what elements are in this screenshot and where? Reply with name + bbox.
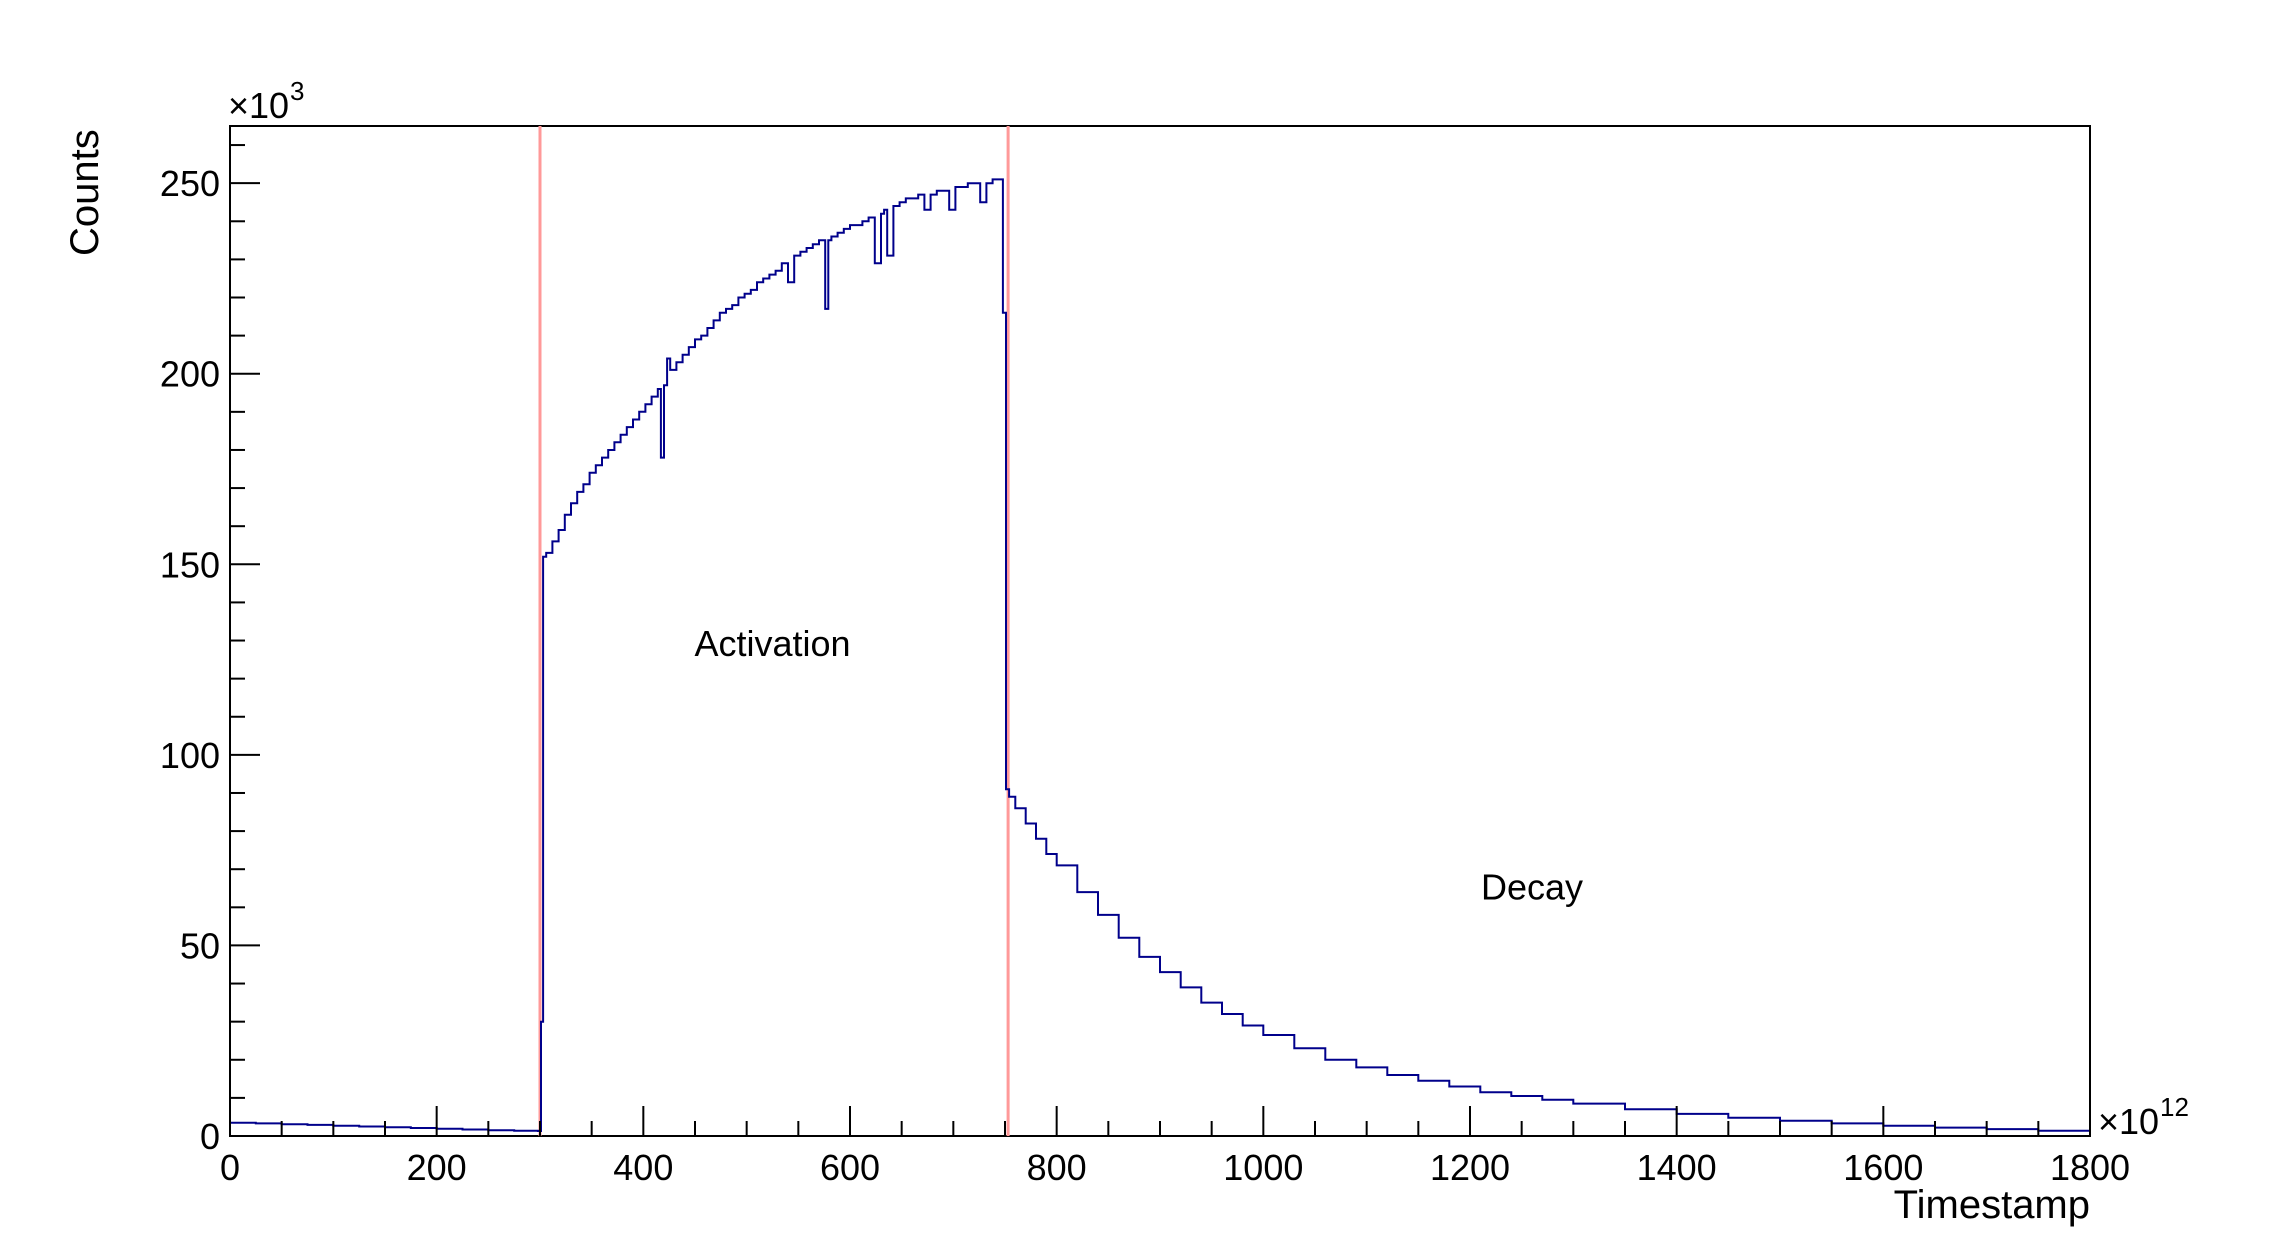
x-tick-label: 1200 [1430,1147,1510,1188]
series-line-0 [230,178,2091,1132]
x-tick-label: 0 [220,1147,240,1188]
x-tick-label: 1600 [1843,1147,1923,1188]
y-tick-label: 250 [160,163,220,204]
annotation-activation: Activation [694,623,850,664]
y-tick-label: 0 [200,1116,220,1157]
y-tick-label: 150 [160,544,220,585]
y-axis-multiplier: ×10 3 [228,76,304,126]
annotation-decay: Decay [1481,867,1583,908]
y-tick-label: 50 [180,925,220,966]
x-tick-label: 800 [1027,1147,1087,1188]
y-tick-label: 200 [160,354,220,395]
x-multiplier-base: ×10 [2098,1101,2159,1142]
x-tick-label: 1800 [2050,1147,2130,1188]
x-axis-ticks: 0 200 400 600 800 1000 1200 1400 1600 1800 [220,1106,2130,1188]
x-tick-label: 200 [407,1147,467,1188]
x-axis-title: Timestamp [1894,1183,2090,1227]
x-multiplier-exponent: 12 [2160,1092,2189,1122]
plot-frame [229,125,2091,1137]
series-layer [230,178,2091,1132]
x-tick-label: 600 [820,1147,880,1188]
y-axis-title: Counts [63,129,107,256]
x-tick-label: 400 [613,1147,673,1188]
annotations: Activation Decay [694,623,1583,908]
y-multiplier-base: ×10 [228,85,289,126]
x-tick-label: 1400 [1637,1147,1717,1188]
y-tick-label: 100 [160,735,220,776]
x-tick-label: 1000 [1223,1147,1303,1188]
y-multiplier-exponent: 3 [290,76,304,106]
region-markers [538,126,1010,1136]
y-axis-ticks: 0 50 100 150 200 250 [160,144,260,1157]
x-axis-multiplier: ×10 12 [2098,1092,2189,1142]
